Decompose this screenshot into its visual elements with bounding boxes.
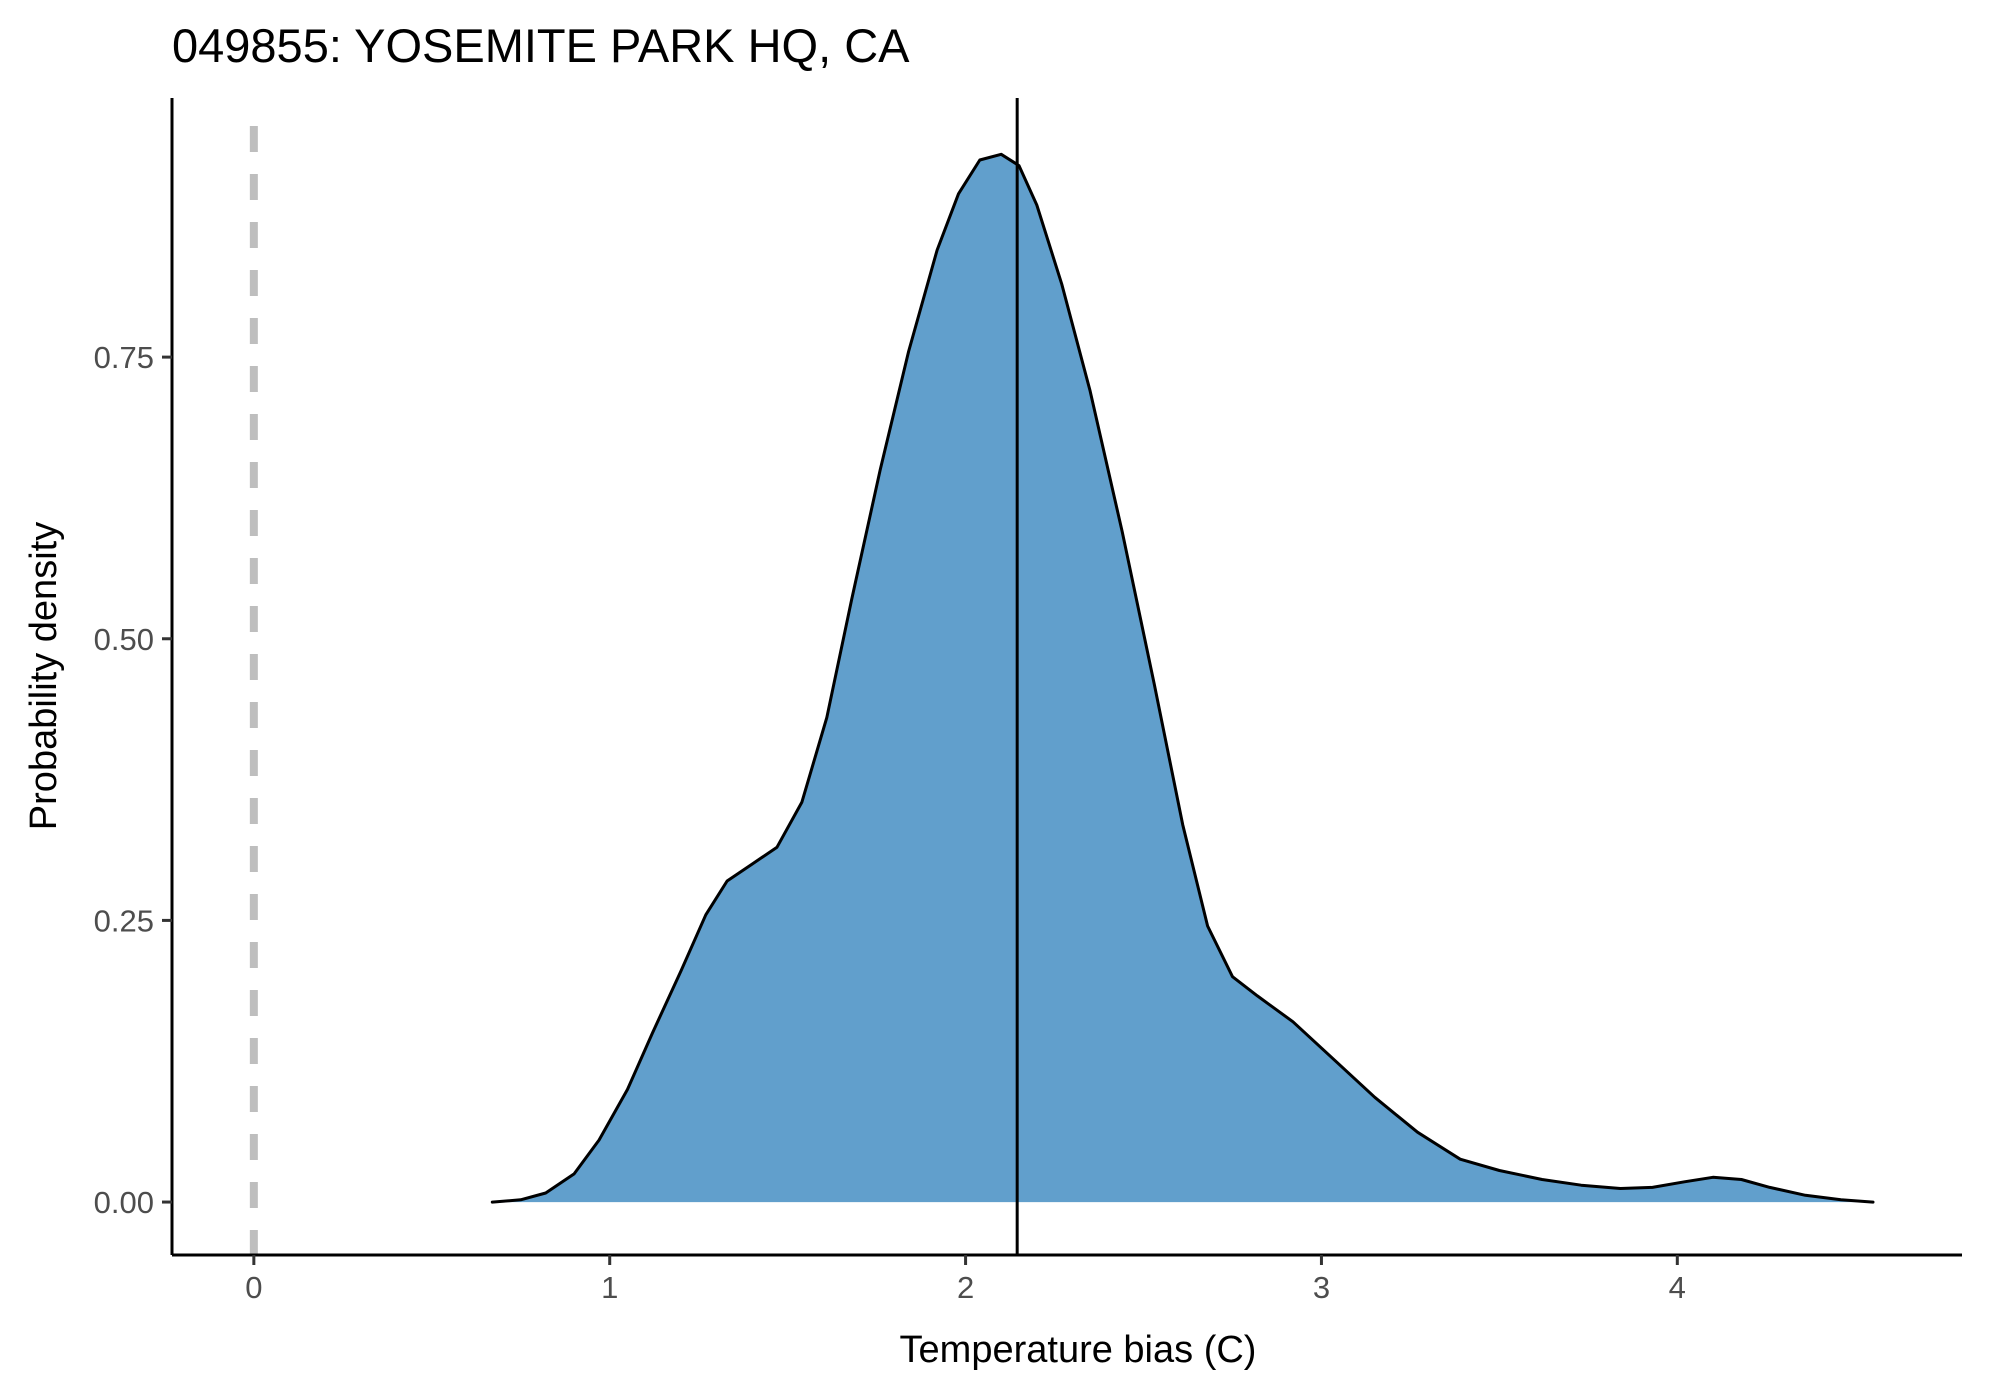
x-tick-label: 3	[1313, 1270, 1330, 1305]
y-tick-label: 0.25	[94, 903, 154, 938]
y-tick-label: 0.00	[94, 1185, 154, 1220]
y-tick-label: 0.50	[94, 622, 154, 657]
x-tick-label: 0	[245, 1270, 262, 1305]
y-axis-title: Probability density	[23, 522, 65, 830]
axes: 0 1 2 3 4 0.00 0.25 0.50 0.75	[94, 98, 1962, 1305]
x-tick-label: 2	[957, 1270, 974, 1305]
x-tick-label: 1	[601, 1270, 618, 1305]
y-tick-label: 0.75	[94, 340, 154, 375]
x-axis-title: Temperature bias (C)	[900, 1329, 1257, 1371]
plot-area	[249, 98, 1875, 1255]
density-area	[492, 154, 1873, 1203]
chart-title: 049855: YOSEMITE PARK HQ, CA	[172, 19, 910, 72]
x-tick-label: 4	[1669, 1270, 1686, 1305]
density-outline	[490, 152, 1875, 1204]
